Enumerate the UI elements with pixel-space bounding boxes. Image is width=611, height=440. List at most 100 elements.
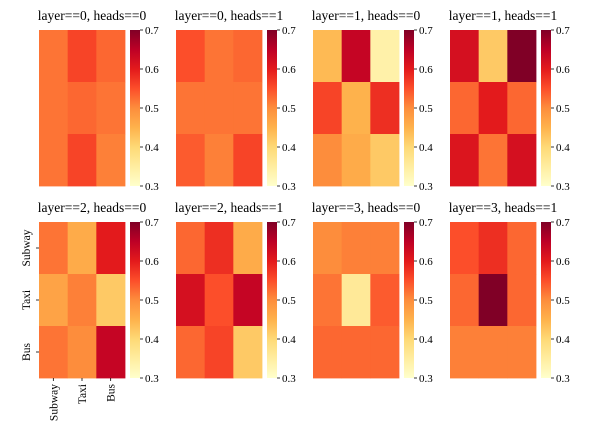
heatmap-cell [96, 274, 126, 327]
row-label: Taxi [21, 290, 33, 310]
heatmap-cell [204, 326, 234, 379]
heatmap-cell [341, 326, 371, 379]
colorbar-tick-label: 0.5 [556, 103, 570, 115]
heatmap-cell [67, 326, 97, 379]
col-label: Bus [106, 383, 118, 401]
heatmap-cell [204, 134, 234, 187]
heatmap-cell [450, 30, 480, 83]
heatmap-cell [96, 222, 126, 275]
colorbar-tick-label: 0.6 [556, 256, 570, 268]
colorbar-tick-label: 0.7 [282, 217, 296, 229]
heatmap-cell [96, 326, 126, 379]
row-label: Subway [21, 229, 33, 266]
row-label: Bus [21, 343, 33, 361]
heatmap-cell [450, 222, 480, 275]
panel-title: layer==1, heads==0 [312, 8, 421, 23]
heatmap-cell [67, 274, 97, 327]
colorbar-tick-label: 0.5 [556, 295, 570, 307]
heatmap-cell [341, 274, 371, 327]
heatmap-cell [96, 30, 126, 83]
colorbar-tick-label: 0.4 [145, 142, 159, 154]
heatmap-cell [370, 222, 400, 275]
heatmap-cell [341, 82, 371, 135]
heatmap-cell [39, 134, 69, 187]
heatmap-cell [313, 274, 343, 327]
colorbar [541, 222, 551, 378]
heatmap-cell [176, 326, 206, 379]
panel-title: layer==2, heads==1 [175, 200, 283, 215]
heatmap-cell [67, 30, 97, 83]
colorbar [130, 222, 140, 378]
colorbar-tick-label: 0.4 [145, 334, 159, 346]
heatmap-cell [313, 134, 343, 187]
heatmap-cell [96, 82, 126, 135]
heatmap-cell [233, 30, 263, 83]
heatmap-cell [313, 326, 343, 379]
colorbar-tick-label: 0.5 [145, 103, 159, 115]
heatmap-cell [478, 134, 508, 187]
colorbar [267, 30, 277, 186]
heatmap-cell [39, 326, 69, 379]
colorbar-tick-label: 0.3 [419, 181, 433, 193]
heatmap-cell [176, 222, 206, 275]
heatmap-cell [450, 274, 480, 327]
heatmap-cell [233, 82, 263, 135]
heatmap-cell [370, 82, 400, 135]
heatmap-cell [341, 222, 371, 275]
heatmap-cell [450, 326, 480, 379]
colorbar-tick-label: 0.3 [419, 373, 433, 385]
heatmap-cell [313, 82, 343, 135]
heatmap-cell [341, 30, 371, 83]
colorbar-tick-label: 0.3 [556, 373, 570, 385]
colorbar-tick-label: 0.6 [556, 64, 570, 76]
heatmap-cell [67, 134, 97, 187]
colorbar-tick-label: 0.3 [282, 373, 296, 385]
heatmap-cell [39, 222, 69, 275]
colorbar-tick-label: 0.5 [282, 295, 296, 307]
heatmap-cell [176, 274, 206, 327]
heatmap-cell [478, 82, 508, 135]
colorbar-tick-label: 0.5 [419, 295, 433, 307]
heatmap-cell [67, 82, 97, 135]
colorbar-tick-label: 0.5 [145, 295, 159, 307]
colorbar-tick-label: 0.3 [145, 181, 159, 193]
heatmap-cell [233, 134, 263, 187]
colorbar [130, 30, 140, 186]
colorbar-tick-label: 0.7 [419, 25, 433, 37]
colorbar [541, 30, 551, 186]
colorbar-tick-label: 0.3 [282, 181, 296, 193]
heatmap-cell [507, 326, 537, 379]
colorbar-tick-label: 0.4 [556, 334, 570, 346]
colorbar-tick-label: 0.6 [145, 256, 159, 268]
colorbar-tick-label: 0.3 [556, 181, 570, 193]
heatmap-cell [39, 30, 69, 83]
heatmap-cell [507, 222, 537, 275]
heatmap-cell [204, 82, 234, 135]
heatmap-cell [370, 134, 400, 187]
colorbar-tick-label: 0.6 [282, 64, 296, 76]
colorbar-tick-label: 0.6 [419, 64, 433, 76]
colorbar-tick-label: 0.6 [419, 256, 433, 268]
colorbar-tick-label: 0.4 [282, 142, 296, 154]
heatmap-cell [370, 30, 400, 83]
panel-title: layer==0, heads==1 [175, 8, 283, 23]
heatmap-cell [176, 82, 206, 135]
heatmap-cell [233, 274, 263, 327]
heatmap-cell [507, 82, 537, 135]
col-label: Taxi [77, 384, 89, 404]
panel-title: layer==0, heads==0 [38, 8, 147, 23]
heatmap-cell [204, 274, 234, 327]
panel-title: layer==3, heads==1 [449, 200, 557, 215]
colorbar-tick-label: 0.5 [419, 103, 433, 115]
heatmap-cell [233, 326, 263, 379]
panel-title: layer==3, heads==0 [312, 200, 421, 215]
colorbar-tick-label: 0.5 [282, 103, 296, 115]
colorbar-tick-label: 0.4 [556, 142, 570, 154]
colorbar [267, 222, 277, 378]
heatmap-cell [478, 274, 508, 327]
colorbar-tick-label: 0.7 [419, 217, 433, 229]
colorbar-tick-label: 0.7 [282, 25, 296, 37]
colorbar-tick-label: 0.4 [419, 334, 433, 346]
heatmap-cell [478, 326, 508, 379]
